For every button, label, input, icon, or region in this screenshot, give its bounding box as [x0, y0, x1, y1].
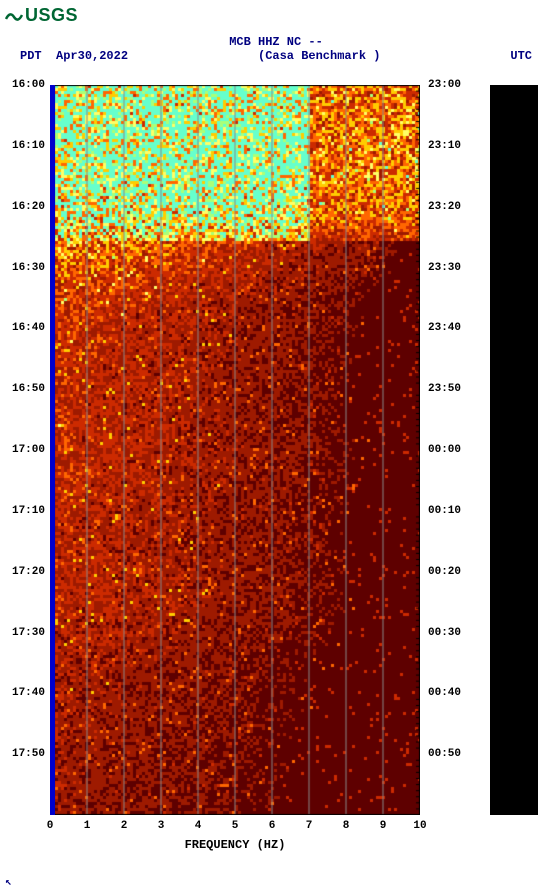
right-tick-label: 23:20 — [428, 201, 461, 213]
freq-tick-label: 9 — [380, 820, 387, 832]
left-tick-label: 16:40 — [12, 322, 45, 334]
header-date: Apr30,2022 — [56, 49, 128, 63]
left-tick-label: 17:50 — [12, 748, 45, 760]
spectrogram-plot — [50, 85, 420, 815]
left-tz: PDT — [20, 49, 42, 63]
freq-tick-label: 4 — [195, 820, 202, 832]
colorbar — [490, 85, 538, 815]
right-tick-label: 23:30 — [428, 262, 461, 274]
right-tick-label: 00:00 — [428, 444, 461, 456]
right-tick-label: 23:50 — [428, 383, 461, 395]
chart-header: MCB HHZ NC -- PDT Apr30,2022 (Casa Bench… — [0, 35, 552, 63]
right-tick-label: 00:50 — [428, 748, 461, 760]
freq-tick-label: 2 — [121, 820, 128, 832]
blue-edge-strip — [50, 85, 55, 815]
left-tick-label: 17:20 — [12, 566, 45, 578]
freq-tick-label: 10 — [413, 820, 426, 832]
left-tick-label: 16:20 — [12, 201, 45, 213]
freq-tick-label: 1 — [84, 820, 91, 832]
right-tick-label: 00:20 — [428, 566, 461, 578]
freq-tick-label: 8 — [343, 820, 350, 832]
right-tick-label: 23:40 — [428, 322, 461, 334]
freq-tick-label: 3 — [158, 820, 165, 832]
right-tick-label: 23:00 — [428, 79, 461, 91]
chart-title-2: (Casa Benchmark ) — [258, 49, 380, 63]
chart-title-1: MCB HHZ NC -- — [0, 35, 552, 49]
right-tick-label: 00:40 — [428, 687, 461, 699]
right-tick-label: 23:10 — [428, 140, 461, 152]
freq-tick-label: 6 — [269, 820, 276, 832]
left-tick-label: 16:00 — [12, 79, 45, 91]
spectrogram-canvas — [50, 85, 420, 815]
left-tick-label: 17:40 — [12, 687, 45, 699]
logo-text: USGS — [25, 5, 78, 26]
usgs-logo: USGS — [5, 5, 78, 26]
left-tick-label: 17:30 — [12, 627, 45, 639]
left-tick-label: 16:30 — [12, 262, 45, 274]
freq-tick-label: 7 — [306, 820, 313, 832]
cursor-mark: ↖ — [5, 875, 12, 889]
left-time-axis: 16:0016:1016:2016:3016:4016:5017:0017:10… — [0, 85, 50, 815]
freq-tick-label: 0 — [47, 820, 54, 832]
right-tick-label: 00:10 — [428, 505, 461, 517]
right-tick-label: 00:30 — [428, 627, 461, 639]
right-tz: UTC — [510, 49, 532, 63]
left-tick-label: 17:00 — [12, 444, 45, 456]
right-time-axis: 23:0023:1023:2023:3023:4023:5000:0000:10… — [420, 85, 470, 815]
left-tick-label: 16:50 — [12, 383, 45, 395]
wave-icon — [5, 7, 23, 25]
left-tick-label: 16:10 — [12, 140, 45, 152]
freq-tick-label: 5 — [232, 820, 239, 832]
left-tick-label: 17:10 — [12, 505, 45, 517]
frequency-axis-label: FREQUENCY (HZ) — [50, 838, 420, 852]
